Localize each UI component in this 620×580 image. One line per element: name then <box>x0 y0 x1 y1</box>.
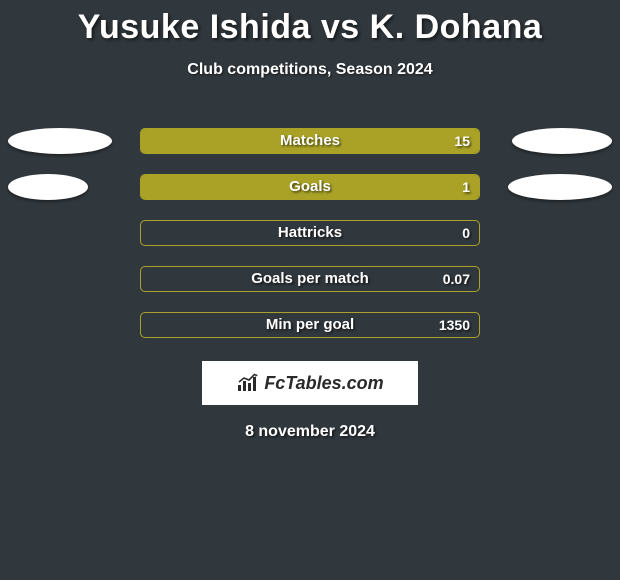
bar-track <box>140 174 480 200</box>
bar-track <box>140 128 480 154</box>
bar-track <box>140 266 480 292</box>
stat-row: Goals1 <box>0 167 620 213</box>
stat-row: Goals per match0.07 <box>0 259 620 305</box>
right-ellipse <box>512 128 612 154</box>
bar-track <box>140 220 480 246</box>
left-ellipse <box>8 174 88 200</box>
bar-fill-right <box>141 175 479 199</box>
date-text: 8 november 2024 <box>0 423 620 441</box>
right-ellipse <box>508 174 612 200</box>
bar-fill-right <box>141 129 479 153</box>
stats-rows: Matches15Goals1Hattricks0Goals per match… <box>0 121 620 351</box>
left-ellipse <box>8 128 112 154</box>
bar-track <box>140 312 480 338</box>
page-title: Yusuke Ishida vs K. Dohana <box>0 0 620 47</box>
brand-box[interactable]: FcTables.com <box>202 361 418 405</box>
stat-row: Hattricks0 <box>0 213 620 259</box>
subtitle: Club competitions, Season 2024 <box>0 61 620 79</box>
stat-row: Matches15 <box>0 121 620 167</box>
brand-text: FcTables.com <box>264 373 383 394</box>
stat-row: Min per goal1350 <box>0 305 620 351</box>
brand-chart-icon <box>236 373 260 393</box>
